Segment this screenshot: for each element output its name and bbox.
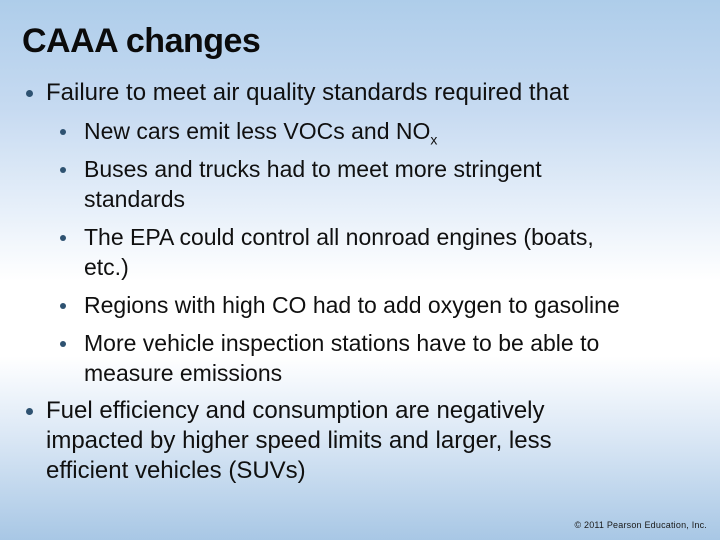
copyright-footer: © 2011 Pearson Education, Inc. [574, 520, 707, 530]
bullet-item: Fuel efficiency and consumption are nega… [0, 396, 720, 486]
bullet-item: Regions with high CO had to add oxygen t… [0, 290, 720, 320]
bullet-marker-icon [26, 90, 33, 97]
bullet-item: More vehicle inspection stations have to… [0, 328, 720, 388]
slide-title: CAAA changes [22, 22, 261, 60]
bullet-text: New cars emit less VOCs and NO [84, 118, 431, 144]
bullet-marker-icon [60, 129, 66, 135]
bullet-text: The EPA could control all nonroad engine… [84, 224, 594, 280]
bullet-text: Fuel efficiency and consumption are nega… [46, 397, 552, 484]
bullet-marker-icon [26, 408, 33, 415]
bullet-text: Regions with high CO had to add oxygen t… [84, 292, 620, 318]
bullet-marker-icon [60, 303, 66, 309]
bullet-item: The EPA could control all nonroad engine… [0, 222, 720, 282]
bullet-item: Buses and trucks had to meet more string… [0, 154, 720, 214]
bullet-item: New cars emit less VOCs and NOx [0, 116, 720, 148]
bullet-marker-icon [60, 235, 66, 241]
bullet-text: More vehicle inspection stations have to… [84, 330, 600, 386]
bullet-marker-icon [60, 167, 66, 173]
bullet-marker-icon [60, 341, 66, 347]
bullet-list: Failure to meet air quality standards re… [0, 78, 720, 494]
bullet-item: Failure to meet air quality standards re… [0, 78, 720, 108]
bullet-text: Buses and trucks had to meet more string… [84, 156, 542, 212]
bullet-text-subscript: x [430, 131, 438, 148]
bullet-text: Failure to meet air quality standards re… [46, 79, 569, 106]
